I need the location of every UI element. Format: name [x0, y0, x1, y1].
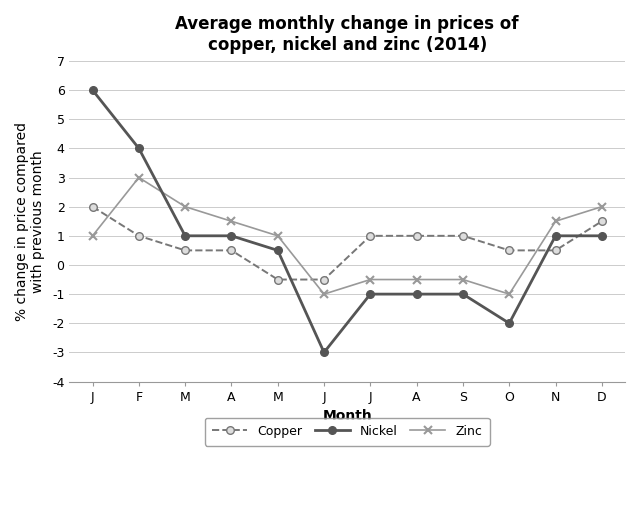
X-axis label: Month: Month — [323, 409, 372, 423]
Y-axis label: % change in price compared
with previous month: % change in price compared with previous… — [15, 122, 45, 321]
Legend: Copper, Nickel, Zinc: Copper, Nickel, Zinc — [205, 418, 490, 446]
Title: Average monthly change in prices of
copper, nickel and zinc (2014): Average monthly change in prices of copp… — [175, 15, 519, 54]
